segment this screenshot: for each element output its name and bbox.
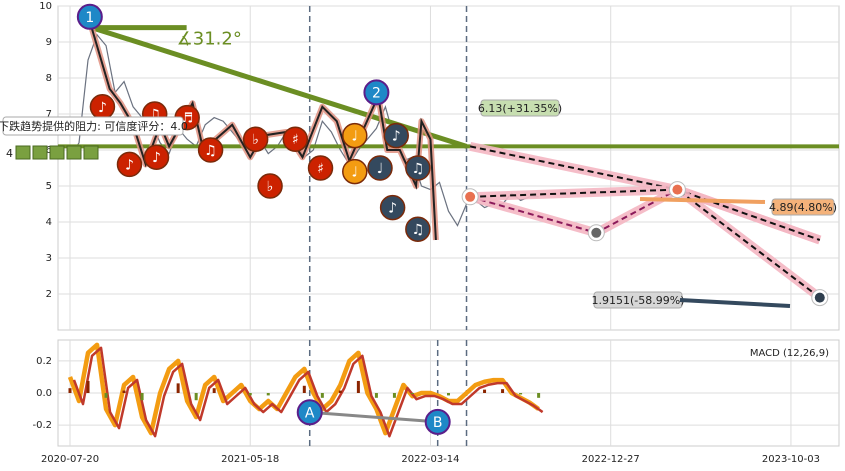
macd-y-tick-2: -0.2 xyxy=(32,420,52,431)
resistance-icon-0 xyxy=(15,145,31,160)
wave-pivot-label-1: 1 xyxy=(85,10,94,26)
wave-line xyxy=(90,27,437,241)
target-node-0 xyxy=(465,191,476,202)
note-marker-glyph-10: ♩ xyxy=(351,129,358,145)
resistance-icon-2 xyxy=(49,145,65,160)
x-tick-2: 2022-03-14 xyxy=(401,454,459,465)
angle-label: ∡31.2° xyxy=(177,29,242,50)
price-y-tick-2: 8 xyxy=(46,73,52,84)
note-marker-glyph-4: ♬ xyxy=(181,111,194,127)
macd-layer: A B MACD (12,26,9) xyxy=(67,342,829,438)
macd-title: MACD (12,26,9) xyxy=(750,348,829,359)
target-path-upper xyxy=(469,188,821,241)
note-marker-glyph-14: ♪ xyxy=(388,201,397,217)
wave-layer: 12 xyxy=(76,3,439,241)
x-tick-3: 2022-12-27 xyxy=(582,454,640,465)
note-marker-glyph-0: ♪ xyxy=(98,100,107,116)
divergence-line xyxy=(309,410,438,424)
note-markers-layer: ♪♪♫♪♬♫♭♭♯♯♩♩♪♩♪♫♫ xyxy=(89,94,431,242)
resistance-note-box xyxy=(2,116,184,136)
note-marker-glyph-1: ♪ xyxy=(125,157,134,173)
resistance-icon-1 xyxy=(32,145,48,160)
note-marker-glyph-9: ♯ xyxy=(317,161,324,177)
note-marker-14 xyxy=(379,194,406,221)
note-marker-3 xyxy=(143,144,170,170)
target-box-middle-text: 4.89(4.80%) xyxy=(769,201,837,214)
x-tick-4: 2023-10-03 xyxy=(762,454,820,465)
resistance-note-text: 下跌趋势提供的阻力: 可信度评分：4.0 xyxy=(0,119,188,133)
target-node-2 xyxy=(672,184,683,195)
target-box-upper-box xyxy=(480,99,560,117)
targets-layer xyxy=(461,141,829,307)
note-marker-6 xyxy=(242,126,269,152)
target-box-middle-box xyxy=(771,198,835,216)
note-marker-13 xyxy=(367,155,393,181)
note-marker-9 xyxy=(307,155,334,181)
macd-marker-label-B: B xyxy=(433,415,443,431)
x-tick-1: 2021-05-18 xyxy=(221,454,279,465)
note-marker-10 xyxy=(342,122,368,149)
wave-pivot-2 xyxy=(363,79,390,106)
price-y-tick-3: 7 xyxy=(46,109,52,120)
price-y-tick-8: 2 xyxy=(46,289,52,300)
note-marker-8 xyxy=(282,126,309,152)
target-box-lower-text: 1.9151(-58.99%) xyxy=(592,294,685,307)
macd-y-tick-1: 0.0 xyxy=(36,388,52,399)
target-box-upper-text: 6.13(+31.35%) xyxy=(478,102,562,115)
note-marker-15 xyxy=(405,155,431,181)
note-marker-glyph-3: ♪ xyxy=(152,150,161,166)
price-y-tick-5: 5 xyxy=(46,181,52,192)
macd-dif-line xyxy=(67,342,540,436)
price-y-tick-1: 9 xyxy=(46,37,52,48)
macd-marker-label-A: A xyxy=(305,405,315,421)
wave-pivot-label-2: 2 xyxy=(372,85,381,101)
note-marker-12 xyxy=(383,122,409,149)
annotation-layer: 下跌趋势提供的阻力: 可信度评分：4.0 4 6.13(+31.35%) 4.89(4… xyxy=(0,99,837,309)
note-marker-16 xyxy=(405,216,431,242)
price-y-tick-0: 10 xyxy=(39,1,52,12)
resistance-icon-3 xyxy=(66,145,82,160)
note-marker-glyph-15: ♫ xyxy=(412,161,425,177)
resistance-icon-4 xyxy=(83,145,99,160)
note-marker-glyph-6: ♭ xyxy=(252,132,259,148)
note-marker-glyph-16: ♫ xyxy=(412,222,425,238)
note-marker-glyph-13: ♩ xyxy=(377,161,384,177)
macd-dea-line xyxy=(72,346,544,438)
price-y-tick-4: 6 xyxy=(46,145,52,156)
price-y-tick-6: 4 xyxy=(46,217,52,228)
price-y-tick-7: 3 xyxy=(46,253,52,264)
axis-layer: 10 9 8 7 6 5 4 3 2 0.2 0.0 -0.2 2020-07-20 2021-05-18… xyxy=(32,1,820,465)
target-node-3 xyxy=(814,292,825,303)
note-marker-glyph-8: ♯ xyxy=(292,132,299,148)
macd-marker-A xyxy=(296,399,323,426)
middle-target-arrow xyxy=(639,197,766,204)
lower-target-arrow xyxy=(679,298,791,308)
note-marker-glyph-7: ♭ xyxy=(267,179,274,195)
target-node-1 xyxy=(591,227,602,238)
macd-marker-B xyxy=(424,408,451,435)
note-marker-7 xyxy=(257,173,283,199)
note-marker-glyph-5: ♫ xyxy=(204,143,217,159)
note-marker-glyph-11: ♩ xyxy=(351,165,358,181)
macd-y-tick-0: 0.2 xyxy=(36,356,52,367)
note-marker-1 xyxy=(116,151,143,178)
note-marker-glyph-12: ♪ xyxy=(392,129,401,145)
x-tick-0: 2020-07-20 xyxy=(41,454,99,465)
note-marker-11 xyxy=(342,158,368,185)
resistance-icon-count: 4 xyxy=(6,147,13,160)
note-marker-5 xyxy=(197,137,224,163)
wave-pivot-1 xyxy=(76,3,103,30)
